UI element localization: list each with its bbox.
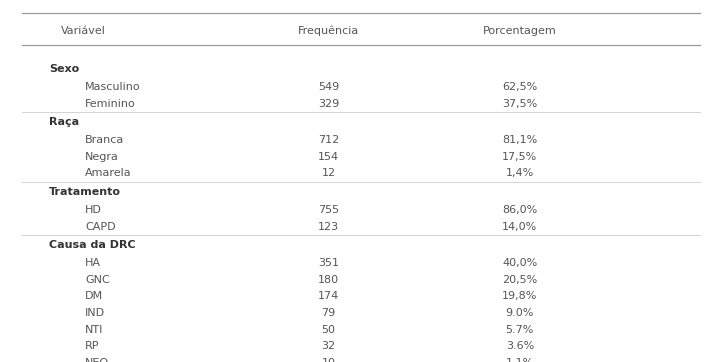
Text: Feminino: Feminino [85, 98, 136, 109]
Text: 154: 154 [318, 152, 339, 162]
Text: 755: 755 [318, 205, 339, 215]
Text: 123: 123 [318, 222, 339, 232]
Text: CAPD: CAPD [85, 222, 116, 232]
Text: 37,5%: 37,5% [503, 98, 537, 109]
Text: HD: HD [85, 205, 102, 215]
Text: Tratamento: Tratamento [49, 187, 121, 197]
Text: 62,5%: 62,5% [503, 82, 537, 92]
Text: 81,1%: 81,1% [503, 135, 537, 145]
Text: 5.7%: 5.7% [505, 325, 534, 335]
Text: Raça: Raça [49, 117, 79, 127]
Text: Sexo: Sexo [49, 64, 79, 73]
Text: Amarela: Amarela [85, 168, 132, 178]
Text: Masculino: Masculino [85, 82, 141, 92]
Text: Branca: Branca [85, 135, 124, 145]
Text: 19,8%: 19,8% [503, 291, 537, 302]
Text: 17,5%: 17,5% [503, 152, 537, 162]
Text: IND: IND [85, 308, 105, 318]
Text: 12: 12 [321, 168, 336, 178]
Text: NTI: NTI [85, 325, 103, 335]
Text: 174: 174 [318, 291, 339, 302]
Text: Porcentagem: Porcentagem [483, 26, 557, 36]
Text: Frequência: Frequência [298, 25, 359, 36]
Text: RP: RP [85, 341, 100, 352]
Text: 20,5%: 20,5% [503, 275, 537, 285]
Text: 549: 549 [318, 82, 339, 92]
Text: 50: 50 [321, 325, 336, 335]
Text: 14,0%: 14,0% [503, 222, 537, 232]
Text: 9.0%: 9.0% [505, 308, 534, 318]
Text: 32: 32 [321, 341, 336, 352]
Text: 351: 351 [318, 258, 339, 268]
Text: 1,4%: 1,4% [505, 168, 534, 178]
Text: 1.1%: 1.1% [505, 358, 534, 362]
Text: 712: 712 [318, 135, 339, 145]
Text: 10: 10 [321, 358, 336, 362]
Text: 86,0%: 86,0% [503, 205, 537, 215]
Text: 180: 180 [318, 275, 339, 285]
Text: 3.6%: 3.6% [505, 341, 534, 352]
Text: Variável: Variável [61, 26, 106, 36]
Text: Causa da DRC: Causa da DRC [49, 240, 136, 250]
Text: DM: DM [85, 291, 103, 302]
Text: Negra: Negra [85, 152, 119, 162]
Text: 40,0%: 40,0% [503, 258, 537, 268]
Text: GNC: GNC [85, 275, 110, 285]
Text: NEO: NEO [85, 358, 109, 362]
Text: HA: HA [85, 258, 101, 268]
Text: 79: 79 [321, 308, 336, 318]
Text: 329: 329 [318, 98, 339, 109]
